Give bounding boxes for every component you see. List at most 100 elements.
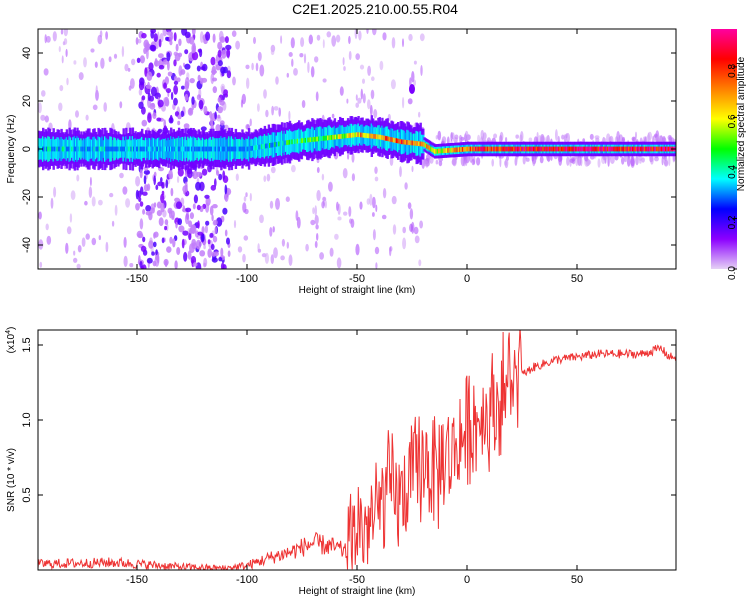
ridge-core [577, 146, 581, 152]
noise-speck [273, 106, 279, 111]
noise-speck [367, 65, 371, 77]
ridge-core [250, 146, 253, 151]
ridge-core [346, 133, 350, 139]
noise-speck [348, 206, 352, 217]
noise-speck [382, 32, 387, 41]
ridge-core [527, 146, 531, 152]
noise-speck [379, 60, 384, 71]
ridge-core [298, 138, 301, 144]
noise-speck [233, 220, 237, 229]
ridge-core [49, 146, 53, 152]
noise-speck [435, 159, 439, 165]
noise-speck [231, 30, 237, 37]
ridge-core [490, 146, 494, 152]
ridge-core [283, 140, 286, 146]
ridge-core [422, 141, 425, 147]
ridge-core [193, 146, 197, 152]
noise-band-blob [148, 62, 154, 71]
ridge-core [481, 146, 484, 152]
ridge-core [459, 147, 462, 152]
noise-speck [194, 230, 199, 238]
noise-speck [46, 235, 52, 245]
noise-band-blob [164, 76, 169, 85]
ridge-core [98, 146, 102, 152]
ridge-core [296, 138, 300, 144]
noise-speck [316, 34, 321, 41]
ridge-core [507, 146, 511, 152]
ridge-core [618, 146, 622, 152]
ridge-core [324, 135, 327, 141]
noise-band-blob [156, 210, 162, 217]
ridge-core [189, 146, 193, 152]
ridge-core [177, 146, 181, 152]
noise-speck [561, 134, 565, 140]
noise-band-blob [136, 57, 141, 63]
ridge-core [59, 146, 62, 152]
noise-speck [477, 134, 481, 143]
noise-speck [98, 199, 103, 206]
noise-speck [355, 53, 361, 60]
noise-speck [371, 76, 375, 81]
noise-speck [673, 154, 676, 162]
ridge-core [653, 146, 656, 152]
ridge-core [511, 146, 515, 152]
ridge-core [539, 146, 542, 152]
noise-speck [411, 165, 414, 173]
ridge-core [543, 146, 546, 152]
ridge-core [559, 146, 562, 152]
ridge-core [452, 147, 455, 153]
noise-band-blob [165, 88, 172, 94]
ridge-core [415, 141, 418, 146]
ridge-core [259, 144, 263, 150]
noise-band-blob [197, 231, 203, 236]
ridge-core [127, 146, 131, 152]
ridge-core [342, 133, 346, 139]
ridge-core [379, 134, 383, 140]
noise-speck [81, 237, 86, 247]
noise-speck [83, 57, 87, 68]
ridge-core [309, 137, 313, 143]
ridge-core [408, 140, 412, 146]
ridge-core [393, 137, 396, 143]
ridge-core [498, 146, 502, 152]
ridge-core [174, 146, 177, 152]
ridge-core [111, 146, 115, 152]
ridge-core [137, 146, 140, 152]
ridge-core [292, 139, 296, 144]
noise-band-blob [145, 84, 152, 89]
ridge-core [588, 146, 591, 152]
ridge-core [531, 146, 535, 152]
noise-speck [343, 66, 346, 71]
noise-band-blob [181, 238, 185, 249]
ridge-core [410, 140, 413, 146]
noise-band-blob [214, 226, 217, 235]
noise-band-blob [226, 70, 232, 79]
ridge-core [353, 132, 356, 138]
ridge-core [592, 146, 595, 152]
ridge-core [449, 147, 453, 153]
ridge-core [159, 146, 162, 152]
ridge-core [167, 146, 170, 152]
ridge-core [599, 146, 602, 152]
noise-speck [382, 188, 387, 199]
ridge-core [427, 144, 430, 150]
noise-speck [290, 37, 295, 49]
ridge-core [200, 146, 203, 152]
noise-speck [630, 156, 635, 167]
noise-band-blob [223, 89, 229, 96]
noise-speck [162, 29, 168, 37]
ridge-core [414, 140, 417, 146]
ridge-core [78, 146, 82, 152]
noise-speck [499, 135, 503, 144]
noise-band-blob [160, 193, 165, 204]
ridge-core [365, 133, 368, 138]
noise-band-blob [161, 237, 165, 244]
noise-band-blob [218, 257, 223, 262]
noise-speck [245, 192, 248, 198]
noise-speck [119, 101, 123, 109]
ridge-core [170, 146, 173, 152]
noise-band-blob [193, 194, 198, 204]
ridge-core [383, 135, 387, 141]
ridge-core [236, 146, 239, 152]
ridge-core [77, 146, 80, 152]
